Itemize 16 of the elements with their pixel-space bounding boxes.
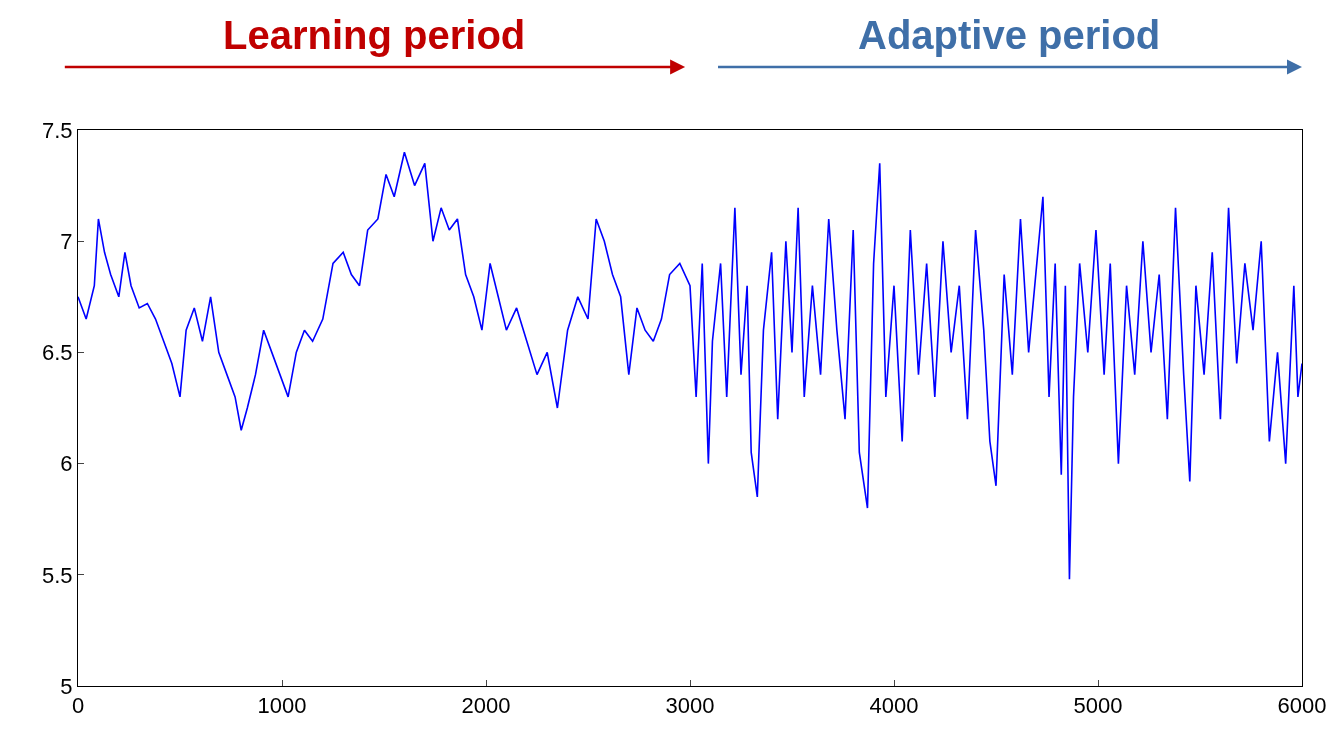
x-tick-label: 3000 <box>665 693 715 719</box>
x-tick-label: 2000 <box>461 693 511 719</box>
x-tick-label: 5000 <box>1073 693 1123 719</box>
x-tick-label: 4000 <box>869 693 919 719</box>
y-tick-label: 5 <box>60 673 73 699</box>
x-tick-label: 1000 <box>257 693 307 719</box>
y-tick-label: 6 <box>60 451 73 477</box>
y-tick-label: 6.5 <box>42 340 73 366</box>
line-series <box>78 151 1302 581</box>
y-tick-label: 7 <box>60 228 73 254</box>
text: Learning period <box>223 13 526 57</box>
y-tick-label: 5.5 <box>42 562 73 588</box>
x-tick-label: 0 <box>71 693 85 719</box>
y-tick-label: 7.5 <box>42 117 73 143</box>
x-tick-label: 6000 <box>1277 693 1327 719</box>
text: Adaptive period <box>858 13 1161 57</box>
